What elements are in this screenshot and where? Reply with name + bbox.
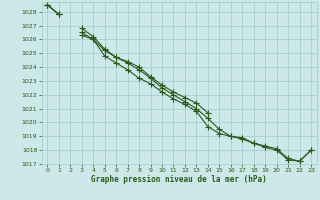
X-axis label: Graphe pression niveau de la mer (hPa): Graphe pression niveau de la mer (hPa) <box>91 175 267 184</box>
